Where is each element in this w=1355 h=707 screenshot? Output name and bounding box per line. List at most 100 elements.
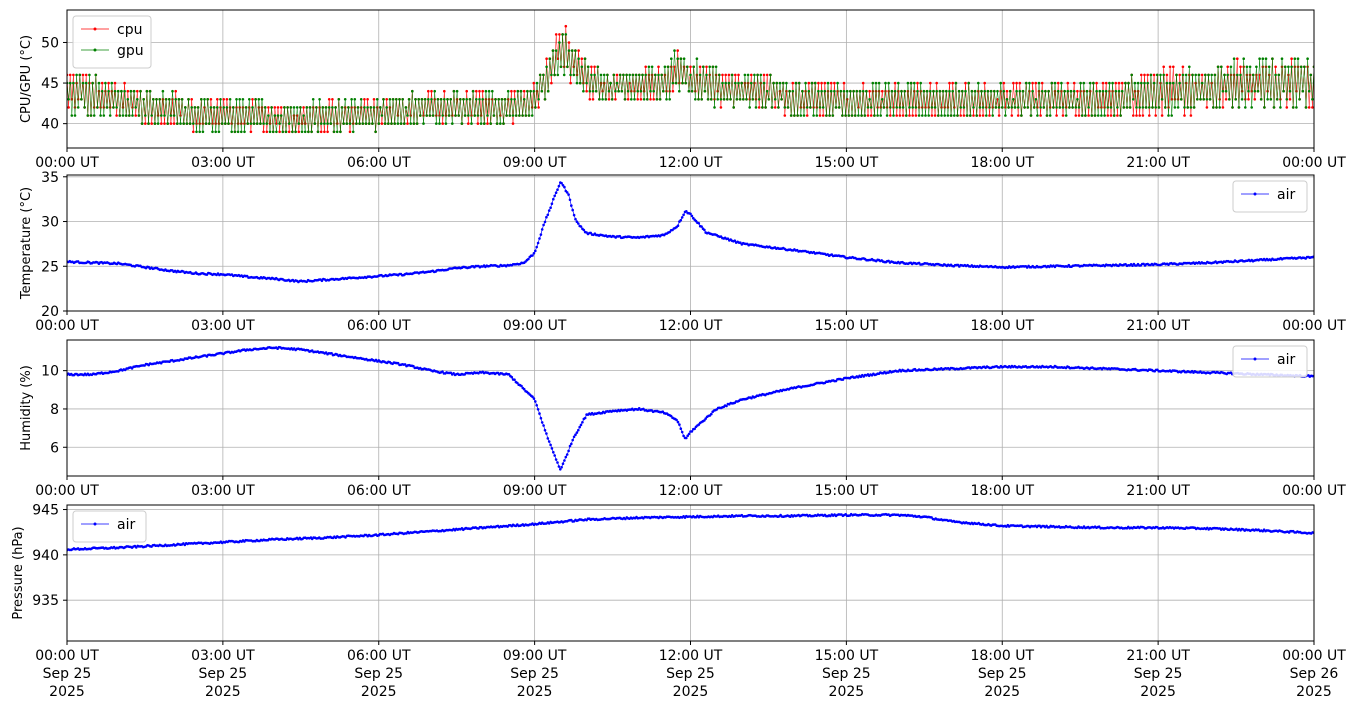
data-point bbox=[903, 89, 906, 93]
data-point bbox=[355, 122, 358, 125]
data-point bbox=[155, 98, 158, 101]
data-point bbox=[826, 81, 830, 85]
data-point bbox=[287, 122, 291, 125]
data-point bbox=[575, 73, 579, 77]
data-point bbox=[367, 122, 371, 125]
data-point bbox=[283, 106, 286, 109]
data-point bbox=[230, 130, 233, 134]
data-point bbox=[233, 130, 237, 134]
data-point bbox=[789, 114, 793, 117]
data-point bbox=[214, 122, 217, 125]
data-point bbox=[380, 122, 384, 125]
data-point bbox=[964, 81, 967, 85]
data-point bbox=[887, 89, 890, 93]
data-point bbox=[1149, 73, 1153, 77]
panel-pressure: 935 940 945 Pressure (hPa) 00:00 UT Sep 25 202… bbox=[11, 503, 1346, 700]
data-point bbox=[538, 237, 541, 240]
data-point bbox=[241, 106, 245, 109]
data-point bbox=[943, 106, 946, 109]
data-point bbox=[737, 81, 740, 85]
data-point bbox=[1264, 65, 1268, 69]
data-point bbox=[1101, 81, 1105, 85]
x-tick-label: 00:00 UT bbox=[1282, 648, 1346, 664]
data-point bbox=[842, 81, 846, 85]
data-point bbox=[951, 89, 954, 93]
data-point bbox=[168, 98, 171, 101]
data-point bbox=[265, 122, 269, 125]
data-point bbox=[1162, 65, 1165, 69]
data-point bbox=[975, 114, 978, 117]
data-point bbox=[530, 114, 534, 117]
data-point bbox=[1178, 73, 1181, 77]
data-point bbox=[385, 106, 389, 109]
data-point bbox=[494, 98, 497, 101]
x-tick-day-label: Sep 25 bbox=[822, 666, 871, 682]
data-point bbox=[887, 81, 890, 85]
data-point bbox=[737, 73, 740, 77]
data-point bbox=[1053, 89, 1057, 93]
data-point bbox=[665, 98, 668, 101]
panel-temperature: 20 25 30 35 Temperature (°C) 00:00 UT 03:00 UT… bbox=[19, 170, 1346, 334]
data-point bbox=[802, 114, 806, 117]
data-point bbox=[1095, 89, 1098, 93]
data-point bbox=[407, 98, 411, 101]
data-point bbox=[519, 89, 523, 93]
data-point bbox=[190, 98, 193, 101]
data-point bbox=[185, 122, 189, 125]
data-point bbox=[655, 98, 659, 101]
data-point bbox=[575, 81, 579, 85]
data-point bbox=[853, 114, 857, 117]
data-point bbox=[236, 122, 240, 125]
data-point bbox=[698, 73, 702, 77]
data-point bbox=[580, 57, 584, 60]
data-point bbox=[104, 81, 107, 85]
data-point bbox=[940, 114, 943, 117]
data-point bbox=[398, 98, 401, 101]
data-point bbox=[668, 98, 671, 101]
data-point bbox=[1248, 65, 1252, 69]
data-point bbox=[972, 114, 975, 117]
data-point bbox=[649, 98, 652, 101]
data-point bbox=[1141, 106, 1145, 109]
data-point bbox=[1071, 106, 1074, 109]
data-point bbox=[570, 204, 573, 207]
data-point bbox=[273, 114, 277, 117]
data-point bbox=[996, 89, 999, 93]
data-point bbox=[906, 89, 910, 93]
data-point bbox=[321, 106, 325, 109]
data-point bbox=[559, 468, 562, 471]
data-point bbox=[279, 106, 283, 109]
data-point bbox=[557, 465, 561, 468]
data-point bbox=[524, 114, 528, 117]
data-point bbox=[313, 122, 317, 125]
data-point bbox=[331, 98, 334, 101]
data-point bbox=[68, 73, 72, 77]
data-point bbox=[585, 89, 588, 93]
data-point bbox=[83, 106, 86, 109]
data-point bbox=[1040, 81, 1044, 85]
data-point bbox=[1120, 89, 1124, 93]
data-point bbox=[1106, 114, 1110, 117]
data-point bbox=[554, 458, 558, 461]
data-point bbox=[433, 89, 437, 93]
data-point bbox=[981, 106, 985, 109]
data-point bbox=[433, 98, 437, 101]
data-point bbox=[110, 81, 114, 85]
data-point bbox=[834, 106, 838, 109]
data-point bbox=[554, 49, 558, 52]
data-point bbox=[553, 454, 556, 457]
data-point bbox=[988, 114, 991, 117]
data-point bbox=[319, 122, 323, 125]
data-point bbox=[1197, 73, 1201, 77]
data-point bbox=[823, 81, 827, 85]
data-point bbox=[935, 81, 938, 85]
data-point bbox=[428, 114, 432, 117]
data-point bbox=[506, 98, 510, 101]
data-point bbox=[361, 122, 365, 125]
data-point bbox=[916, 89, 919, 93]
data-point bbox=[1263, 106, 1266, 109]
data-point bbox=[1092, 81, 1095, 85]
data-point bbox=[759, 81, 763, 85]
x-tick-label: 03:00 UT bbox=[191, 318, 255, 334]
data-point bbox=[438, 122, 441, 125]
